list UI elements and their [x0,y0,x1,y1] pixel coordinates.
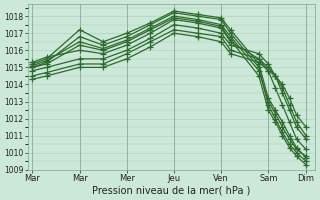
X-axis label: Pression niveau de la mer( hPa ): Pression niveau de la mer( hPa ) [92,186,251,196]
